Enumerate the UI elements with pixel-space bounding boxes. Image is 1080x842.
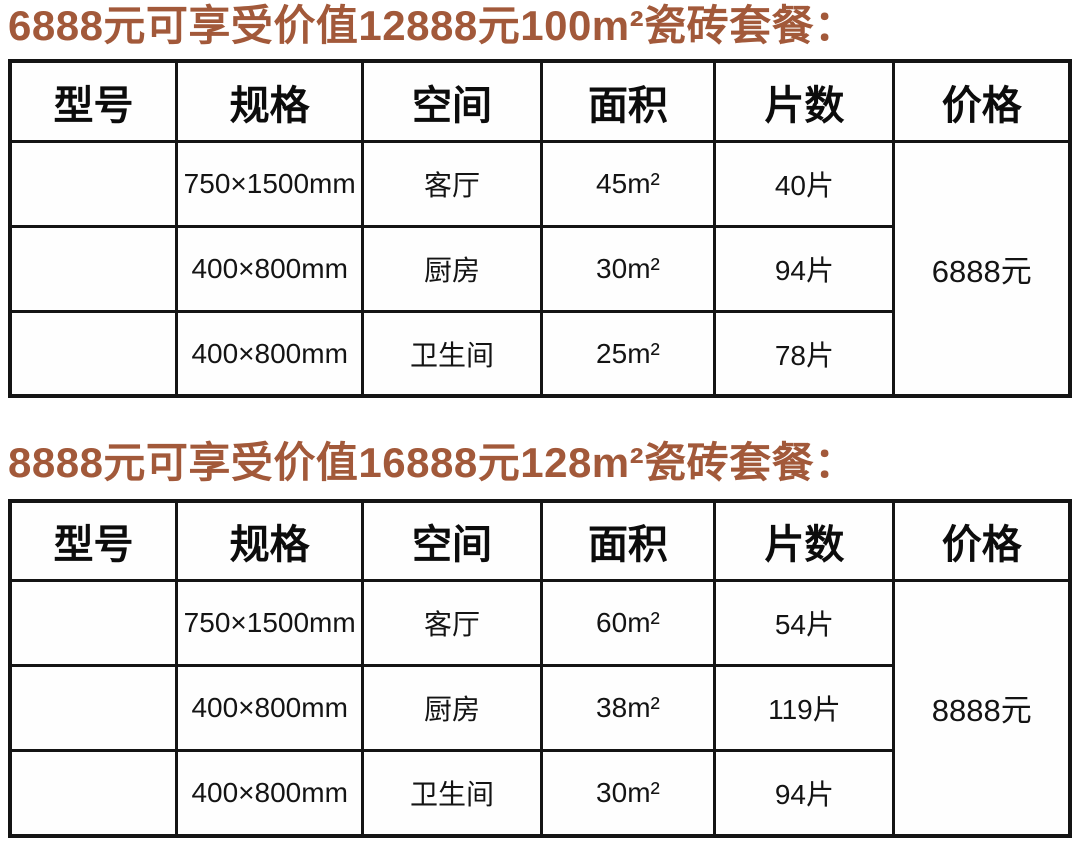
cell-price-merged: 8888元 — [892, 579, 1072, 838]
cell-model — [8, 224, 178, 313]
package-section-6888: 6888元可享受价值12888元100m²瓷砖套餐： 型号 规格 空间 面积 片… — [8, 2, 1072, 399]
col-header-area: 面积 — [539, 59, 717, 143]
cell-model — [8, 664, 178, 753]
package-8888-title: 8888元可享受价值16888元128m²瓷砖套餐： — [8, 439, 857, 487]
cell-space: 客厅 — [361, 579, 543, 668]
cell-spec: 750×1500mm — [174, 579, 365, 668]
cell-pieces: 119片 — [713, 664, 896, 753]
cell-model — [8, 749, 178, 838]
col-header-model: 型号 — [8, 59, 178, 143]
cell-space: 厨房 — [361, 224, 543, 313]
table-header-row: 型号 规格 空间 面积 片数 价格 — [8, 59, 1072, 143]
col-header-price: 价格 — [892, 59, 1072, 143]
col-header-area: 面积 — [539, 499, 717, 583]
cell-pieces: 94片 — [713, 749, 896, 838]
table-row: 400×800mm 卫生间 25m² 78片 — [8, 309, 1070, 398]
cell-area: 30m² — [539, 224, 717, 313]
table-header-row: 型号 规格 空间 面积 片数 价格 — [8, 499, 1072, 583]
cell-area: 45m² — [539, 139, 717, 228]
col-header-spec: 规格 — [174, 59, 365, 143]
col-header-spec: 规格 — [174, 499, 365, 583]
cell-area: 25m² — [539, 309, 717, 398]
table-row: 750×1500mm 客厅 45m² 40片 6888元 — [8, 139, 1072, 398]
col-header-space: 空间 — [361, 59, 543, 143]
cell-price-merged: 6888元 — [892, 139, 1072, 398]
cell-model — [8, 309, 178, 398]
cell-pieces: 94片 — [713, 224, 896, 313]
cell-area: 38m² — [539, 664, 717, 753]
table-row: 400×800mm 厨房 30m² 94片 — [8, 224, 1070, 313]
cell-space: 卫生间 — [361, 309, 543, 398]
table-row: 400×800mm 厨房 38m² 119片 — [8, 664, 1070, 753]
cell-space: 客厅 — [361, 139, 543, 228]
cell-area: 60m² — [539, 579, 717, 668]
cell-model — [8, 579, 178, 668]
table-row: 400×800mm 卫生间 30m² 94片 — [8, 749, 1070, 838]
package-section-8888: 8888元可享受价值16888元128m²瓷砖套餐： 型号 规格 空间 面积 片… — [8, 439, 1072, 838]
cell-spec: 400×800mm — [174, 309, 365, 398]
cell-spec: 400×800mm — [174, 664, 365, 753]
col-header-price: 价格 — [892, 499, 1072, 583]
cell-pieces: 78片 — [713, 309, 896, 398]
cell-area: 30m² — [539, 749, 717, 838]
cell-model — [8, 139, 178, 228]
package-8888-table: 型号 规格 空间 面积 片数 价格 750×1500mm 客厅 60m² 54片… — [8, 498, 1072, 838]
cell-space: 厨房 — [361, 664, 543, 753]
cell-pieces: 54片 — [713, 579, 896, 668]
cell-pieces: 40片 — [713, 139, 896, 228]
cell-spec: 400×800mm — [174, 749, 365, 838]
package-6888-table: 型号 规格 空间 面积 片数 价格 750×1500mm 客厅 45m² 40片… — [8, 59, 1072, 399]
table-row: 750×1500mm 客厅 60m² 54片 8888元 — [8, 579, 1072, 838]
package-6888-title: 6888元可享受价值12888元100m²瓷砖套餐： — [8, 2, 857, 49]
col-header-space: 空间 — [361, 499, 543, 583]
cell-spec: 750×1500mm — [174, 139, 365, 228]
col-header-pieces: 片数 — [713, 499, 896, 583]
col-header-pieces: 片数 — [713, 59, 896, 143]
cell-space: 卫生间 — [361, 749, 543, 838]
col-header-model: 型号 — [8, 499, 178, 583]
cell-spec: 400×800mm — [174, 224, 365, 313]
